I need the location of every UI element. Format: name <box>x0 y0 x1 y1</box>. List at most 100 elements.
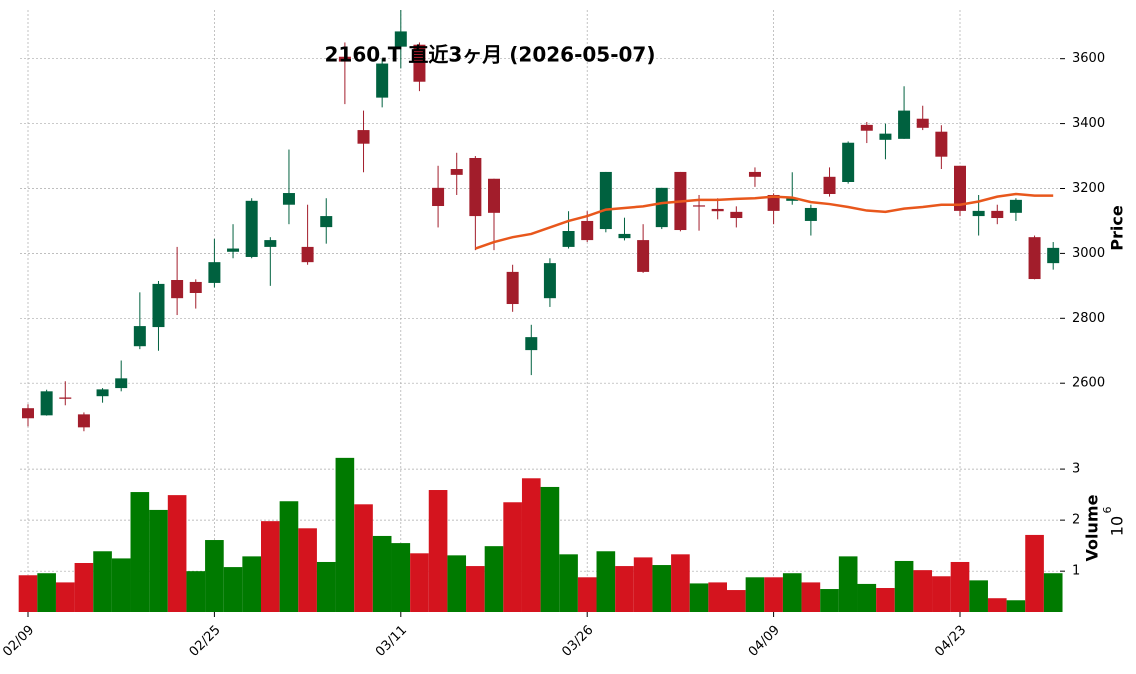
volume-bar <box>484 546 504 612</box>
candle-body <box>804 207 817 221</box>
volume-bar <box>223 567 243 612</box>
candle-body <box>40 391 53 416</box>
volume-bar <box>372 535 392 612</box>
chart-title: 2160.T 直近3ヶ月 (2026-05-07) <box>325 43 656 67</box>
volume-bar <box>987 598 1007 612</box>
volume-bar <box>727 590 746 612</box>
volume-bar <box>913 570 933 612</box>
volume-bar <box>37 573 56 612</box>
volume-bar <box>894 560 914 612</box>
candle-body <box>96 389 109 397</box>
volume-bar <box>782 573 802 612</box>
volume-bar <box>596 551 616 612</box>
y-tick-label: 2800 <box>1072 311 1105 326</box>
candle-body <box>394 31 407 47</box>
volume-bar <box>745 577 765 612</box>
y-axis-label: Price <box>1108 205 1127 251</box>
volume-bar <box>932 576 951 612</box>
volume-bar <box>335 457 355 612</box>
volume-bar <box>633 557 653 612</box>
volume-bar <box>93 551 112 612</box>
candle-body <box>916 118 929 128</box>
candle-body <box>115 378 128 389</box>
candle-body <box>823 176 836 195</box>
volume-bar <box>410 553 429 612</box>
volume-scale: 10 6 <box>1101 507 1127 537</box>
candle-body <box>357 130 370 144</box>
candle-body <box>282 193 295 205</box>
volume-bar <box>1025 534 1044 612</box>
candle-body <box>133 326 146 347</box>
candle-body <box>599 171 612 230</box>
candle-body <box>59 397 72 399</box>
volume-bar <box>74 563 94 612</box>
candle-body <box>543 263 556 299</box>
volume-bar <box>167 495 187 612</box>
volume-bar <box>354 504 373 612</box>
candle-body <box>450 169 463 175</box>
volume-bar <box>466 566 485 612</box>
volume-bar <box>708 582 727 612</box>
y-tick-label: 1 <box>1072 564 1080 579</box>
x-tick-label: 02/25 <box>187 623 224 660</box>
volume-bar <box>149 509 168 612</box>
candle-body <box>488 178 500 213</box>
y-tick-label: 3400 <box>1072 116 1105 131</box>
candle-body <box>245 200 258 257</box>
candle-body <box>227 248 240 252</box>
volume-bar <box>950 561 970 612</box>
volume-bar <box>261 521 280 612</box>
candle-body <box>748 171 761 177</box>
volume-bar <box>316 561 336 612</box>
candle-body <box>376 63 389 98</box>
candle-body <box>842 142 855 182</box>
volume-scale-exponent: 6 <box>1101 507 1114 514</box>
y-tick-label: 2 <box>1072 513 1080 528</box>
volume-bar <box>820 589 839 612</box>
candle-body <box>469 157 482 217</box>
volume-bar <box>969 580 988 612</box>
volume-bar <box>689 583 709 612</box>
volume-bar <box>671 554 690 612</box>
candle-body <box>581 220 594 241</box>
x-tick-label: 04/23 <box>932 623 969 660</box>
y-tick-label: 3200 <box>1072 181 1105 196</box>
candle-body <box>767 194 780 211</box>
volume-bar <box>1043 573 1063 612</box>
volume-bar <box>205 540 224 612</box>
x-tick-label: 03/26 <box>559 623 596 660</box>
volume-bar <box>615 566 634 612</box>
volume-bar <box>857 583 877 612</box>
candle-body <box>1028 237 1041 280</box>
moving-average-line <box>474 192 1054 250</box>
candle-body <box>525 337 538 351</box>
y-tick-label: 2600 <box>1072 376 1105 391</box>
candle-body <box>786 197 799 201</box>
candle-body <box>432 187 445 207</box>
candle-body <box>22 408 34 419</box>
volume-bar <box>540 486 560 612</box>
volume-bar <box>391 543 411 612</box>
candle-body <box>730 211 743 219</box>
x-tick-label: 02/09 <box>0 623 37 660</box>
x-tick-label: 04/09 <box>746 623 783 660</box>
candle-body <box>879 133 892 140</box>
volume-bar <box>279 501 299 612</box>
volume-bar <box>18 575 38 612</box>
candle-body <box>1047 247 1060 264</box>
candle-body <box>972 210 985 217</box>
candle-body <box>954 165 966 211</box>
y-tick-label: 3000 <box>1072 246 1105 261</box>
candle-body <box>264 240 277 247</box>
candle-body <box>506 271 519 305</box>
candle-body <box>898 110 911 139</box>
x-tick-label: 03/11 <box>373 623 410 660</box>
volume-bar <box>577 577 597 612</box>
candle-body <box>637 240 650 272</box>
volume-bar <box>242 556 261 612</box>
candle-body <box>301 246 314 263</box>
volume-bar <box>503 502 522 612</box>
candle-body <box>208 262 221 283</box>
candle-body <box>152 283 165 328</box>
